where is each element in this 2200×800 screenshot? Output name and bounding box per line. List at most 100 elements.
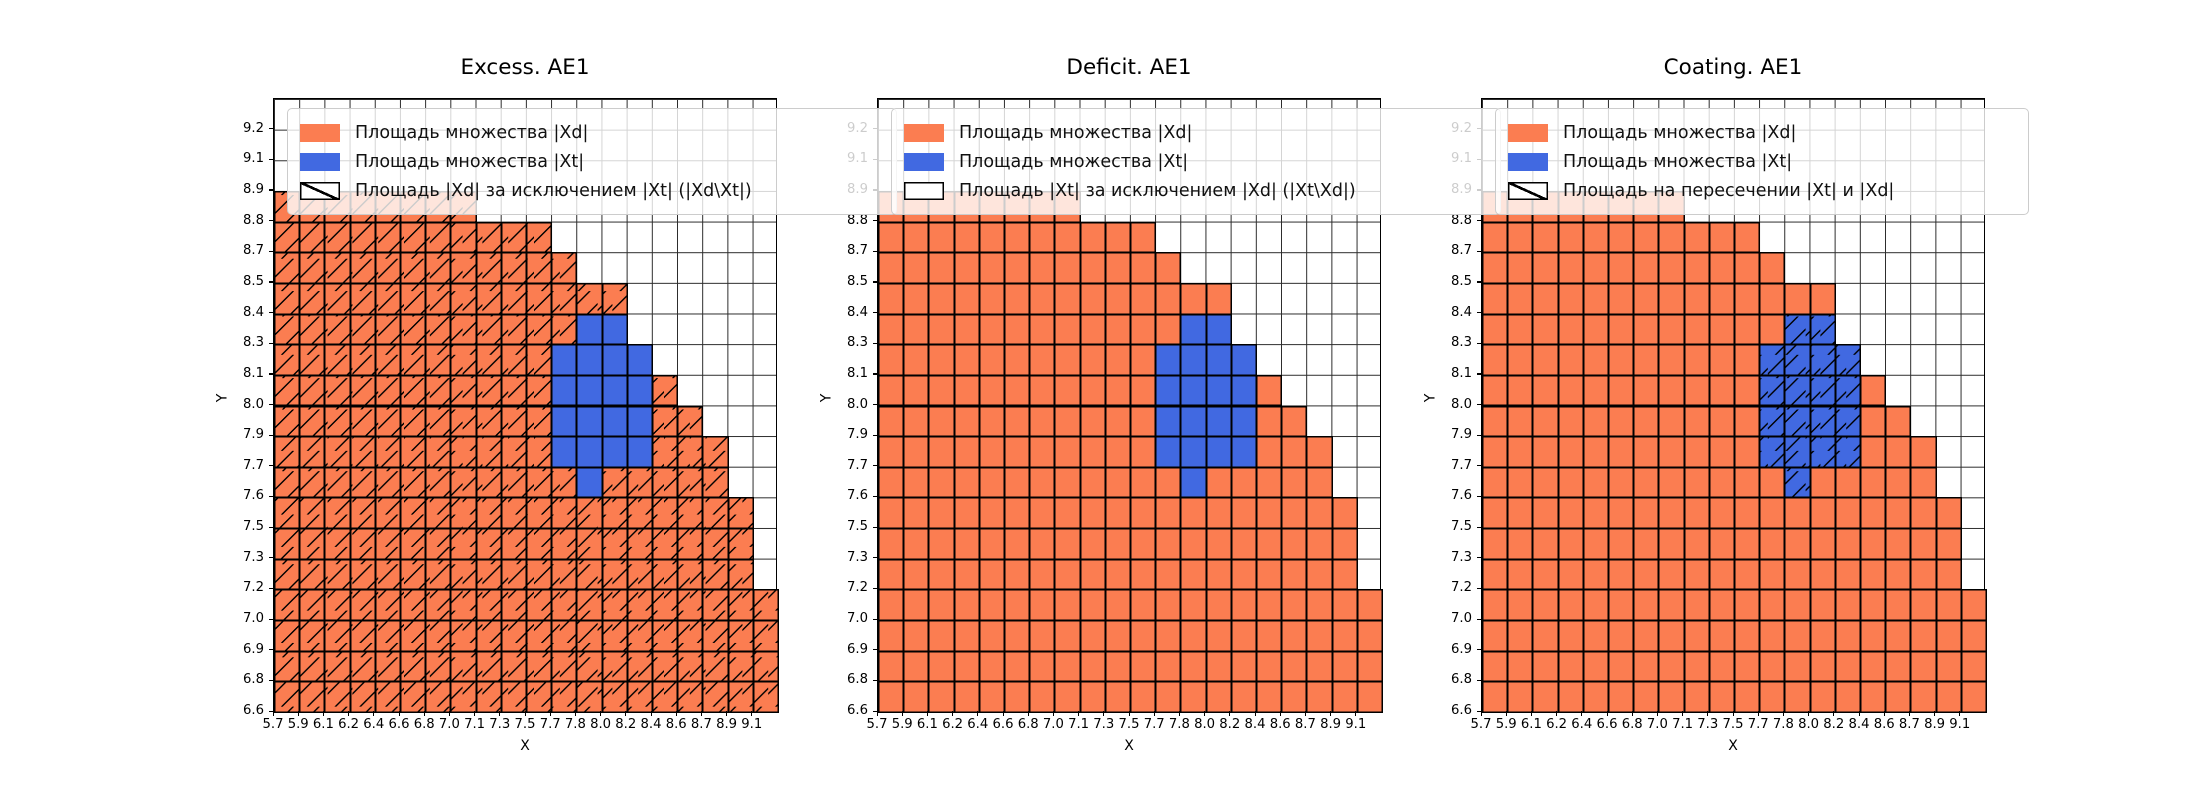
cell-xd — [450, 221, 477, 254]
cell-xd — [878, 436, 905, 468]
x-tick-label: 5.7 — [1470, 717, 1492, 732]
cell-xd — [1281, 497, 1308, 530]
cell-xd — [1054, 344, 1081, 376]
cell-xd — [551, 466, 578, 499]
x-tick-label: 7.5 — [514, 717, 536, 732]
cell-xd — [400, 282, 427, 315]
cell-xd — [1960, 650, 1987, 683]
cell-xd — [400, 528, 427, 560]
cell-xd — [500, 344, 527, 376]
cell-xd — [1759, 252, 1786, 284]
cell-xd — [1004, 466, 1031, 499]
cell-xd — [1507, 528, 1534, 560]
cell-xd — [1532, 620, 1559, 652]
cell-xd — [1281, 405, 1308, 438]
cell-xd — [652, 497, 679, 530]
cell-xd — [425, 252, 452, 284]
cell-xd — [450, 313, 477, 346]
cell-xd — [349, 589, 376, 622]
cell-xd — [601, 282, 628, 315]
y-tick-label: 8.0 — [847, 396, 868, 412]
cell-xd — [928, 282, 955, 315]
cell-xd — [1557, 558, 1584, 591]
x-tick-label: 7.7 — [1143, 717, 1165, 732]
cell-xd — [425, 436, 452, 468]
cell-xd — [1230, 681, 1257, 713]
y-tick-mark — [268, 557, 273, 559]
x-tick-mark — [1229, 711, 1231, 716]
x-tick-label: 7.0 — [1042, 717, 1064, 732]
cell-xd — [878, 282, 905, 315]
cell-xd — [1230, 466, 1257, 499]
cell-xd — [1256, 620, 1283, 652]
cell-xd — [374, 497, 401, 530]
cell-xd — [299, 620, 326, 652]
x-tick-label: 7.1 — [1672, 717, 1694, 732]
cell-xd — [1658, 620, 1685, 652]
y-tick-label: 8.8 — [847, 212, 868, 228]
cell-xd — [374, 466, 401, 499]
cell-xd — [299, 344, 326, 376]
cell-xd — [1557, 436, 1584, 468]
cell-xd — [374, 344, 401, 376]
cell-xd — [1633, 681, 1660, 713]
cell-xd — [1104, 589, 1131, 622]
x-tick-mark — [650, 711, 652, 716]
cell-xd — [324, 313, 351, 346]
cell-xd — [1130, 221, 1157, 254]
x-tick-mark — [977, 711, 979, 716]
cell-xd — [1532, 497, 1559, 530]
cell-xd — [576, 681, 603, 713]
cell-xd — [1734, 313, 1761, 346]
cell-xd — [374, 313, 401, 346]
y-tick-mark — [1476, 465, 1481, 467]
cell-xd — [953, 313, 980, 346]
cell-xd — [626, 589, 653, 622]
cell-xd — [274, 405, 301, 438]
x-tick-label: 5.9 — [287, 717, 309, 732]
cell-xd — [1834, 497, 1861, 530]
cell-xd — [1029, 650, 1056, 683]
cell-xd — [1079, 497, 1106, 530]
x-tick-mark — [1656, 711, 1659, 716]
x-tick-label: 8.7 — [1294, 717, 1316, 732]
cell-xd — [1935, 558, 1962, 591]
cell-xd — [1331, 650, 1358, 683]
cell-xd — [928, 558, 955, 591]
y-tick-mark — [268, 250, 273, 252]
cell-xd — [1734, 466, 1761, 499]
cell-xd — [1885, 405, 1912, 438]
cell-xd — [425, 650, 452, 683]
cell-xd — [978, 650, 1005, 683]
cell-xd — [1683, 497, 1710, 530]
cell-xd — [324, 252, 351, 284]
cell-xd — [1683, 282, 1710, 315]
cell-xd — [425, 528, 452, 560]
y-tick-label: 6.9 — [847, 641, 868, 657]
cell-xd — [475, 681, 502, 713]
cell-xd — [1256, 528, 1283, 560]
y-tick-label: 8.8 — [243, 212, 264, 228]
cell-xd — [1482, 374, 1509, 407]
x-tick-label: 8.0 — [590, 717, 612, 732]
cell-xd — [274, 221, 301, 254]
cell-xd — [1860, 558, 1887, 591]
cell-xd — [1633, 344, 1660, 376]
cell-xd — [1004, 344, 1031, 376]
cell-xd — [1784, 558, 1811, 591]
cell-xd — [1079, 528, 1106, 560]
x-tick-label: 8.6 — [1269, 717, 1291, 732]
cell-xd — [400, 405, 427, 438]
cell-xd — [978, 497, 1005, 530]
x-tick-label: 7.5 — [1722, 717, 1744, 732]
x-tick-label: 8.7 — [690, 717, 712, 732]
cell-xd — [1708, 589, 1735, 622]
x-tick-label: 7.0 — [438, 717, 460, 732]
cell-xd — [475, 497, 502, 530]
cell-xd — [702, 650, 729, 683]
cell-xd — [1784, 282, 1811, 315]
cell-xd — [1582, 282, 1609, 315]
cell-xd — [1860, 436, 1887, 468]
cell-xd — [299, 405, 326, 438]
y-tick-label: 8.7 — [847, 243, 868, 259]
